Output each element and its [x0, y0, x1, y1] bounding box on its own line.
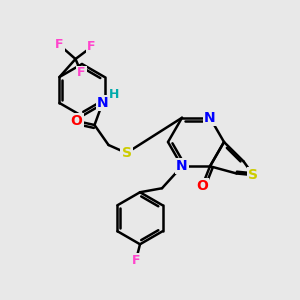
Text: S: S [248, 168, 258, 182]
Text: S: S [122, 146, 131, 160]
Text: F: F [132, 254, 140, 267]
Text: H: H [109, 88, 120, 101]
Text: N: N [97, 96, 108, 110]
Text: O: O [70, 114, 83, 128]
Text: N: N [176, 159, 188, 173]
Text: O: O [196, 179, 208, 193]
Text: F: F [55, 38, 64, 52]
Text: N: N [204, 111, 216, 125]
Text: F: F [87, 40, 96, 53]
Text: F: F [77, 67, 86, 80]
